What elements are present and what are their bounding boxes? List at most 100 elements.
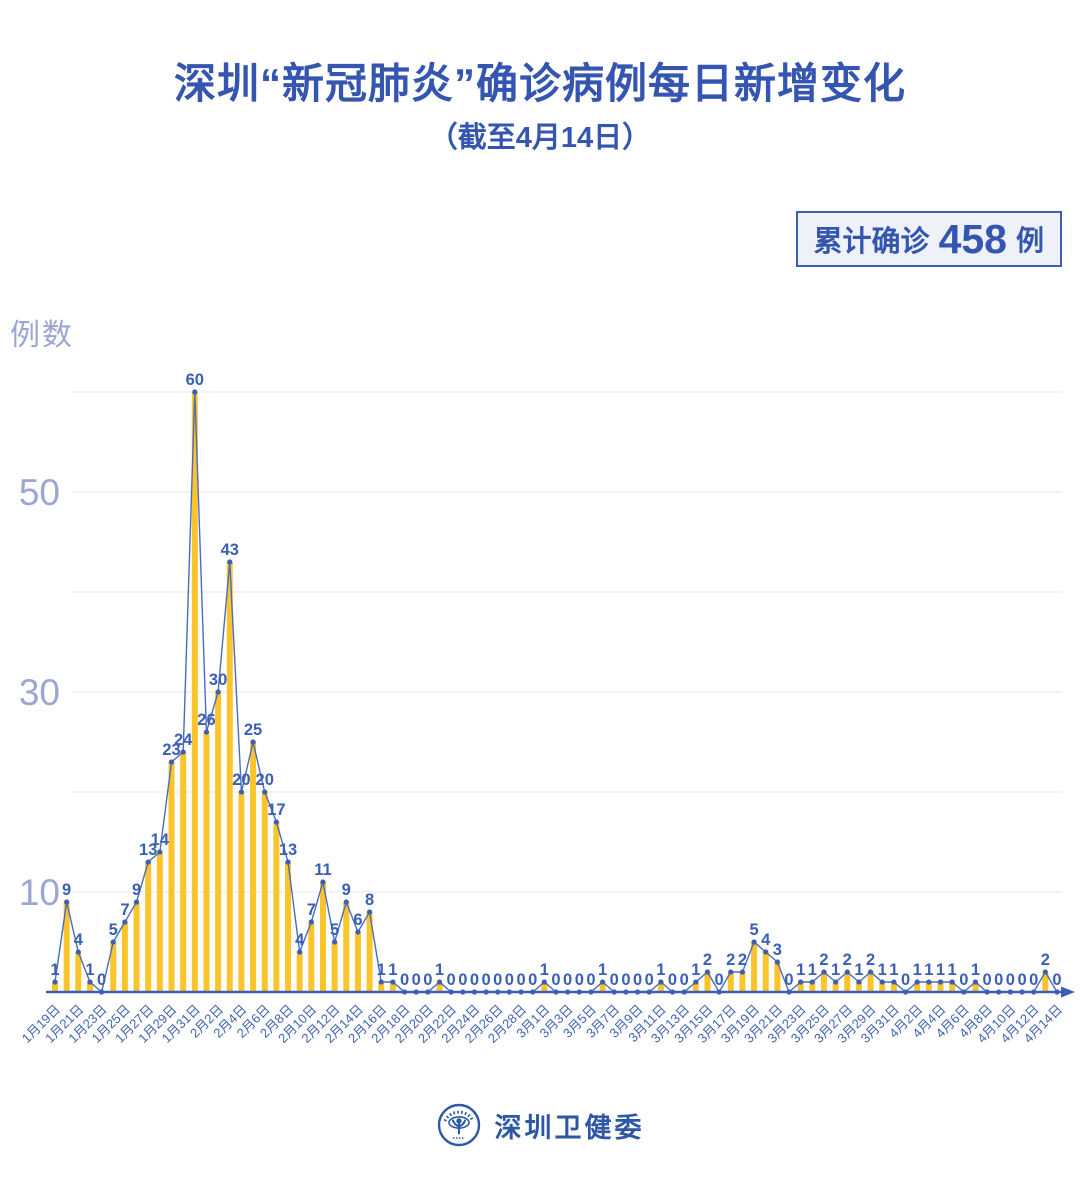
data-point bbox=[227, 559, 233, 565]
data-point bbox=[902, 989, 909, 995]
data-point bbox=[506, 989, 512, 995]
bar bbox=[250, 742, 257, 992]
data-point bbox=[588, 989, 594, 995]
value-label: 0 bbox=[901, 971, 910, 989]
value-label: 20 bbox=[232, 771, 250, 789]
value-label: 30 bbox=[209, 671, 227, 689]
value-label: 1 bbox=[598, 961, 607, 979]
y-tick-label: 50 bbox=[19, 472, 60, 513]
bar bbox=[389, 982, 396, 992]
value-label: 24 bbox=[174, 731, 193, 749]
data-point bbox=[914, 979, 920, 985]
bar bbox=[1042, 972, 1049, 992]
footer: 深圳卫健委 bbox=[0, 1102, 1080, 1148]
bar bbox=[704, 972, 711, 992]
value-label: 1 bbox=[435, 961, 444, 979]
value-label: 0 bbox=[458, 971, 467, 989]
bar bbox=[657, 982, 664, 992]
data-point bbox=[600, 979, 606, 985]
data-point bbox=[844, 969, 850, 975]
value-label: 0 bbox=[97, 971, 106, 989]
data-point bbox=[763, 949, 769, 955]
value-label: 0 bbox=[959, 971, 968, 989]
bar bbox=[110, 942, 117, 992]
bar bbox=[541, 982, 548, 992]
value-label: 1 bbox=[924, 961, 933, 979]
value-label: 43 bbox=[221, 541, 239, 559]
data-point bbox=[774, 959, 780, 965]
bar bbox=[285, 862, 292, 992]
value-label: 3 bbox=[773, 941, 782, 959]
value-label: 1 bbox=[808, 961, 817, 979]
data-point bbox=[833, 979, 839, 985]
data-point bbox=[553, 989, 559, 995]
data-point bbox=[926, 979, 932, 985]
data-point bbox=[1042, 969, 1048, 975]
value-label: 0 bbox=[621, 971, 630, 989]
value-label: 2 bbox=[843, 951, 852, 969]
page-subtitle: （截至4月14日） bbox=[428, 122, 652, 154]
value-label: 0 bbox=[528, 971, 537, 989]
data-point bbox=[611, 989, 617, 995]
value-label: 1 bbox=[971, 961, 980, 979]
bar bbox=[972, 982, 979, 992]
data-point bbox=[809, 979, 815, 985]
value-label: 0 bbox=[645, 971, 654, 989]
badge-unit: 例 bbox=[1015, 225, 1044, 256]
data-point bbox=[215, 689, 221, 695]
y-tick-label: 10 bbox=[19, 872, 60, 913]
value-label: 7 bbox=[120, 901, 129, 919]
value-label: 0 bbox=[412, 971, 421, 989]
value-label: 14 bbox=[151, 831, 170, 849]
bar bbox=[378, 982, 385, 992]
bar bbox=[855, 982, 862, 992]
bar bbox=[820, 972, 827, 992]
bar bbox=[86, 982, 93, 992]
value-label: 7 bbox=[307, 901, 316, 919]
value-label: 13 bbox=[279, 841, 297, 859]
data-point bbox=[448, 989, 454, 995]
value-label: 23 bbox=[162, 741, 180, 759]
data-point bbox=[728, 969, 734, 975]
value-label: 6 bbox=[353, 911, 362, 929]
data-point bbox=[320, 879, 326, 885]
data-point bbox=[634, 989, 641, 995]
data-point bbox=[343, 899, 349, 905]
data-point bbox=[495, 989, 501, 995]
x-axis-arrow bbox=[1061, 986, 1075, 998]
bar bbox=[121, 922, 128, 992]
data-point bbox=[518, 989, 524, 995]
data-point bbox=[996, 989, 1002, 995]
bar bbox=[343, 902, 350, 992]
data-point bbox=[716, 989, 722, 995]
value-label: 1 bbox=[691, 961, 700, 979]
y-axis-title: 例数 bbox=[10, 319, 74, 352]
value-label: 1 bbox=[50, 961, 59, 979]
data-point bbox=[1054, 989, 1060, 995]
data-point bbox=[168, 759, 175, 765]
value-label: 8 bbox=[365, 891, 374, 909]
data-point bbox=[122, 919, 128, 925]
value-label: 0 bbox=[1029, 971, 1038, 989]
data-point bbox=[355, 929, 361, 935]
value-label: 9 bbox=[342, 881, 351, 899]
value-label: 26 bbox=[197, 711, 215, 729]
data-point bbox=[798, 979, 804, 985]
data-point bbox=[623, 989, 629, 995]
value-label: 5 bbox=[749, 921, 758, 939]
data-point bbox=[669, 989, 676, 995]
bar bbox=[296, 952, 303, 992]
bar bbox=[308, 922, 315, 992]
data-point bbox=[192, 389, 198, 395]
data-point bbox=[238, 789, 245, 795]
bar bbox=[261, 792, 268, 992]
data-point bbox=[262, 789, 268, 795]
value-label: 0 bbox=[563, 971, 572, 989]
data-point bbox=[565, 989, 571, 995]
data-point bbox=[285, 859, 291, 865]
data-point bbox=[413, 989, 419, 995]
bar bbox=[844, 972, 851, 992]
data-point bbox=[297, 949, 303, 955]
data-point bbox=[786, 989, 792, 995]
